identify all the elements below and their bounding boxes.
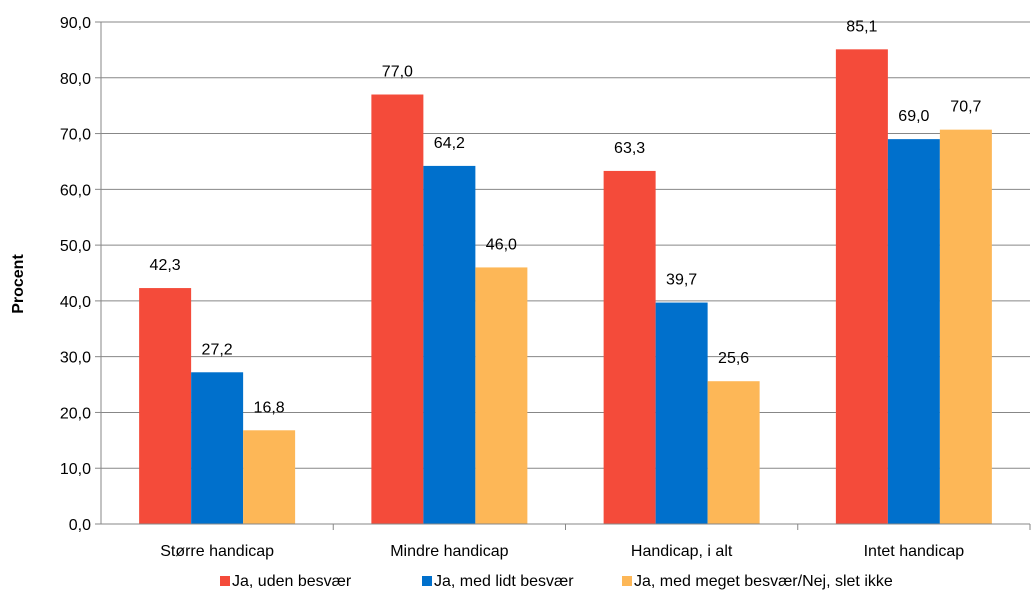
y-tick-label: 70,0 [60, 127, 91, 144]
data-label: 46,0 [486, 236, 517, 253]
bar [243, 430, 296, 524]
x-tick-label: Større handicap [160, 543, 274, 560]
bar [371, 94, 424, 524]
data-label: 85,1 [846, 18, 877, 35]
y-tick-label: 90,0 [60, 15, 91, 32]
y-tick-label: 80,0 [60, 71, 91, 88]
data-label: 69,0 [898, 108, 929, 125]
bar [139, 288, 192, 524]
data-label: 39,7 [666, 272, 697, 289]
bar [939, 129, 992, 524]
bars [139, 49, 992, 524]
data-label: 70,7 [950, 99, 981, 116]
data-label: 25,6 [718, 350, 749, 367]
bar [707, 381, 760, 524]
x-tick-label: Handicap, i alt [631, 543, 733, 560]
y-tick-label: 60,0 [60, 182, 91, 199]
bar [191, 372, 244, 524]
y-tick-label: 30,0 [60, 350, 91, 367]
x-tick-label: Intet handicap [864, 543, 965, 560]
bar [603, 170, 656, 524]
x-tick-label: Mindre handicap [390, 543, 508, 560]
y-tick-label: 20,0 [60, 405, 91, 422]
axes: 0,0 10,0 20,0 30,0 40,0 50,0 60,0 70,0 80,0 90,0 S… [60, 15, 1031, 560]
legend-label: Ja, med meget besvær/Nej, slet ikke [634, 573, 893, 590]
bar [475, 267, 528, 524]
legend-swatch [622, 576, 632, 586]
legend-swatch [422, 576, 432, 586]
bar [655, 302, 708, 524]
legend: Ja, uden besvær Ja, med lidt besvær Ja, me… [220, 573, 893, 590]
bar [887, 139, 940, 524]
bar [423, 165, 476, 524]
y-tick-label: 50,0 [60, 238, 91, 255]
y-tick-label: 0,0 [69, 517, 91, 534]
legend-label: Ja, med lidt besvær [434, 573, 574, 590]
data-label: 16,8 [254, 399, 285, 416]
data-label: 64,2 [434, 135, 465, 152]
data-label: 27,2 [202, 341, 233, 358]
data-labels: 42,3 27,2 16,8 77,0 64,2 46,0 63,3 39,7 25,6 85,1… [150, 18, 982, 416]
gridlines [101, 21, 1030, 469]
y-tick-label: 10,0 [60, 461, 91, 478]
data-label: 42,3 [150, 257, 181, 274]
y-tick-label: 40,0 [60, 294, 91, 311]
legend-swatch [220, 576, 230, 586]
data-label: 77,0 [382, 64, 413, 81]
bar [835, 49, 888, 524]
y-axis-label: Procent [10, 254, 27, 314]
legend-label: Ja, uden besvær [232, 573, 352, 590]
data-label: 63,3 [614, 140, 645, 157]
